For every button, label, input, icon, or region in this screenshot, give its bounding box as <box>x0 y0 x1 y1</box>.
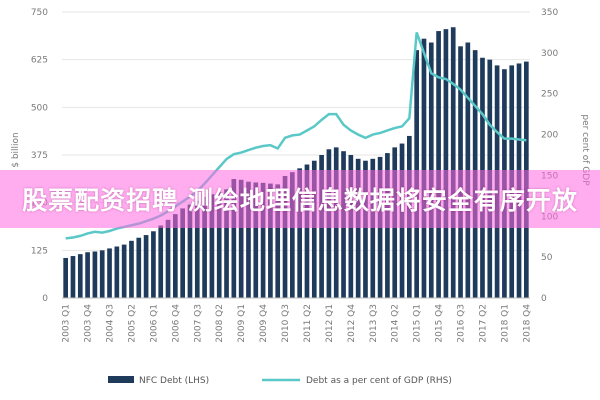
bar-2011-q2 <box>304 164 310 298</box>
bar-2013-q2 <box>363 160 368 298</box>
x-tick-label: 2003 Q1 <box>62 304 72 343</box>
right-tick-label: 300 <box>541 49 558 59</box>
bar-2004-q2 <box>99 250 105 298</box>
bar-2013-q3 <box>370 158 376 298</box>
bar-series <box>63 27 529 299</box>
x-tick-label: 2015 Q4 <box>435 304 445 343</box>
bar-2003-q3 <box>77 254 83 298</box>
bar-2004-q4 <box>114 246 120 298</box>
left-tick-label: 500 <box>31 103 48 113</box>
bar-2004-q1 <box>92 251 98 298</box>
bar-2005-q3 <box>136 237 142 298</box>
bar-2007-q1 <box>180 208 185 298</box>
bar-2005-q4 <box>143 235 149 298</box>
legend-label-ratio: Debt as a per cent of GDP (RHS) <box>306 376 452 386</box>
left-tick-label: 125 <box>31 246 48 256</box>
x-tick-label: 2005 Q2 <box>127 304 137 343</box>
bar-2015-q2 <box>421 38 427 298</box>
bar-2003-q4 <box>85 252 90 298</box>
left-tick-label: 625 <box>31 56 48 66</box>
overlay-banner: 股票配资招聘 测绘地理信息数据将安全有序开放 <box>0 170 600 228</box>
bar-2007-q2 <box>187 204 193 298</box>
x-tick-label: 2012 Q4 <box>347 304 357 343</box>
x-axis-ticks: 2003 Q1 2003 Q4 2004 Q3 2005 Q2 2006 Q1 2006 … <box>62 304 533 343</box>
x-tick-label: 2010 Q3 <box>281 304 291 343</box>
x-tick-label: 2012 Q1 <box>325 304 335 343</box>
left-axis-title: $ billion <box>11 132 21 168</box>
x-tick-label: 2006 Q1 <box>149 304 159 343</box>
x-tick-label: 2018 Q4 <box>522 304 532 343</box>
right-axis-title: per cent of GDP <box>580 114 590 186</box>
right-tick-label: 250 <box>541 90 558 100</box>
right-tick-label: 350 <box>541 8 558 18</box>
bar-2003-q1 <box>63 257 68 298</box>
bar-2011-q1 <box>297 168 302 298</box>
bar-2008-q2 <box>216 191 222 298</box>
bar-2007-q3 <box>194 200 200 298</box>
bar-2006-q4 <box>173 214 178 298</box>
bar-2008-q1 <box>209 194 215 298</box>
bar-2009-q4 <box>260 182 266 298</box>
bar-2004-q3 <box>107 248 112 298</box>
bar-2010-q4 <box>290 172 295 298</box>
bar-2006-q1 <box>151 231 156 298</box>
bar-2010-q1 <box>268 183 273 298</box>
bar-2011-q3 <box>311 160 317 298</box>
x-tick-label: 2011 Q2 <box>303 304 313 343</box>
left-axis-ticks: 0125250375500625750 <box>31 8 48 304</box>
bar-2010-q3 <box>282 175 288 298</box>
bar-2006-q2 <box>158 225 164 298</box>
bar-2005-q2 <box>129 240 134 298</box>
bar-2009-q1 <box>238 179 244 298</box>
bar-2006-q3 <box>165 219 171 298</box>
bar-2009-q2 <box>246 181 251 298</box>
left-tick-label: 375 <box>31 151 48 161</box>
bar-2008-q3 <box>224 189 229 298</box>
bar-2007-q4 <box>202 196 207 298</box>
x-tick-label: 2007 Q3 <box>193 304 203 343</box>
right-tick-label: 50 <box>541 253 553 263</box>
bar-2005-q1 <box>121 244 127 298</box>
x-tick-label: 2009 Q1 <box>237 304 247 343</box>
x-tick-label: 2015 Q1 <box>413 304 423 343</box>
right-axis-ticks: 050100150200250300350 <box>541 8 558 304</box>
right-tick-label: 0 <box>541 294 547 304</box>
bar-2003-q2 <box>70 256 76 298</box>
bar-2010-q2 <box>275 184 281 298</box>
x-tick-label: 2009 Q4 <box>259 304 269 343</box>
bar-2015-q4 <box>436 31 441 298</box>
x-tick-label: 2008 Q2 <box>215 304 225 343</box>
legend: NFC Debt (LHS) Debt as a per cent of GDP… <box>108 376 452 386</box>
legend-label-debt: NFC Debt (LHS) <box>139 376 209 386</box>
x-tick-label: 2017 Q2 <box>478 304 488 343</box>
bar-2009-q3 <box>253 182 259 298</box>
x-tick-label: 2004 Q3 <box>106 304 116 343</box>
left-tick-label: 0 <box>42 294 48 304</box>
banner-text: 股票配资招聘 测绘地理信息数据将安全有序开放 <box>22 186 578 215</box>
x-tick-label: 2003 Q4 <box>84 304 94 343</box>
bar-2016-q1 <box>443 29 449 298</box>
legend-swatch-debt <box>108 376 134 383</box>
x-tick-label: 2016 Q3 <box>457 304 467 343</box>
x-tick-label: 2013 Q3 <box>369 304 379 343</box>
bar-2008-q4 <box>231 179 237 298</box>
x-tick-label: 2014 Q2 <box>391 304 401 343</box>
bar-2016-q2 <box>450 27 456 298</box>
left-tick-label: 750 <box>31 8 48 18</box>
right-tick-label: 200 <box>541 131 558 141</box>
x-tick-label: 2006 Q4 <box>171 304 181 343</box>
bar-2013-q1 <box>355 158 361 298</box>
x-tick-label: 2018 Q1 <box>500 304 510 343</box>
